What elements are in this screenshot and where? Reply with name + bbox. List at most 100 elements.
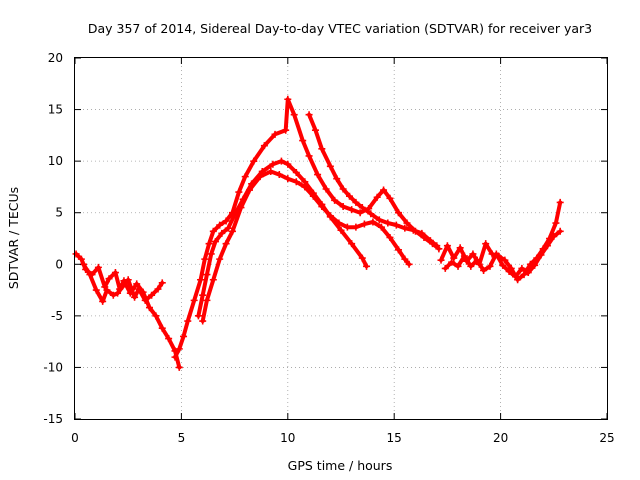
data-point-marker [72, 250, 80, 258]
data-point-marker [256, 173, 264, 181]
data-point-marker [203, 296, 211, 304]
data-point-marker [443, 242, 451, 250]
data-point-marker [537, 251, 545, 259]
data-point-marker [250, 157, 258, 165]
y-tick-label: 5 [55, 206, 63, 220]
data-point-marker [145, 304, 153, 312]
data-point-marker [275, 171, 283, 179]
data-point-marker [433, 242, 441, 250]
data-point-marker [199, 317, 207, 325]
data-point-marker [222, 217, 230, 225]
data-point-marker [437, 256, 445, 264]
data-point-marker [194, 312, 202, 320]
data-point-marker [292, 168, 300, 176]
data-point-marker [148, 291, 156, 299]
data-point-marker [394, 246, 402, 254]
data-point-marker [367, 210, 375, 218]
data-point-marker [318, 145, 326, 153]
data-point-marker [426, 237, 434, 245]
axis-ticks: 0 5 10 15 20 25 -15 -10 -5 0 5 10 15 20 [43, 51, 614, 445]
x-axis-label: GPS time / hours [288, 458, 393, 473]
data-point-marker [356, 209, 364, 217]
y-tick-label: 15 [48, 103, 63, 117]
x-tick-label: 15 [387, 431, 402, 445]
data-point-marker [343, 223, 351, 231]
data-point-marker [369, 218, 377, 226]
data-point-marker [241, 173, 249, 181]
data-point-marker [292, 178, 300, 186]
data-point-marker [380, 186, 388, 194]
data-point-marker [114, 289, 122, 297]
data-point-marker [469, 250, 477, 258]
data-point-marker [311, 126, 319, 134]
data-point-marker [224, 224, 232, 232]
data-point-marker [77, 255, 85, 263]
data-point-marker [352, 223, 360, 231]
x-tick-label: 25 [599, 431, 614, 445]
data-point-marker [216, 221, 224, 229]
data-point-marker [482, 240, 490, 248]
data-point-marker [205, 240, 213, 248]
data-point-marker [99, 297, 107, 305]
data-point-marker [318, 203, 326, 211]
data-point-marker [201, 255, 209, 263]
data-point-marker [331, 196, 339, 204]
data-point-marker [190, 296, 198, 304]
data-point-marker [543, 242, 551, 250]
data-point-marker [314, 171, 322, 179]
y-axis-label: SDTVAR / TECUs [6, 187, 21, 289]
data-point-marker [105, 275, 113, 283]
x-tick-label: 0 [71, 431, 79, 445]
data-point-marker [352, 198, 360, 206]
data-point-marker [284, 95, 292, 103]
data-point-marker [501, 256, 509, 264]
data-point-marker [467, 262, 475, 270]
data-point-marker [460, 252, 468, 260]
series-trace-b [81, 262, 165, 304]
data-point-marker [333, 175, 341, 183]
data-point-marker [92, 286, 100, 294]
data-point-marker [309, 192, 317, 200]
y-tick-label: 20 [48, 51, 63, 65]
data-point-marker [152, 312, 160, 320]
data-point-marker [401, 255, 409, 263]
data-point-marker [80, 260, 88, 268]
data-point-marker [450, 254, 458, 262]
data-point-marker [267, 167, 275, 175]
data-point-marker [131, 293, 139, 301]
data-point-marker [363, 262, 371, 270]
data-point-marker [171, 353, 179, 361]
data-point-marker [237, 204, 245, 212]
data-point-marker [86, 271, 94, 279]
data-point-marker [335, 219, 343, 227]
data-point-marker [228, 227, 236, 235]
data-point-marker [135, 285, 143, 293]
data-point-marker [348, 206, 356, 214]
data-point-marker [358, 254, 366, 262]
data-point-marker [339, 185, 347, 193]
data-point-marker [511, 273, 519, 281]
data-point-marker [322, 185, 330, 193]
data-point-marker [94, 263, 102, 271]
data-point-marker [384, 219, 392, 227]
data-point-marker [418, 229, 426, 237]
data-point-marker [305, 111, 313, 119]
y-tick-label: -15 [43, 412, 63, 426]
data-point-marker [492, 250, 500, 258]
data-point-marker [454, 262, 462, 270]
data-point-marker [346, 192, 354, 200]
data-point-marker [209, 227, 217, 235]
data-point-marker [124, 276, 132, 284]
data-point-marker [405, 260, 413, 268]
data-point-marker [260, 142, 268, 150]
data-point-marker [337, 226, 345, 234]
data-point-marker [299, 137, 307, 145]
x-tick-label: 20 [493, 431, 508, 445]
data-point-marker [199, 291, 207, 299]
data-point-marker [158, 324, 166, 332]
data-point-marker [448, 258, 456, 266]
data-point-marker [203, 271, 211, 279]
data-point-marker [360, 220, 368, 228]
